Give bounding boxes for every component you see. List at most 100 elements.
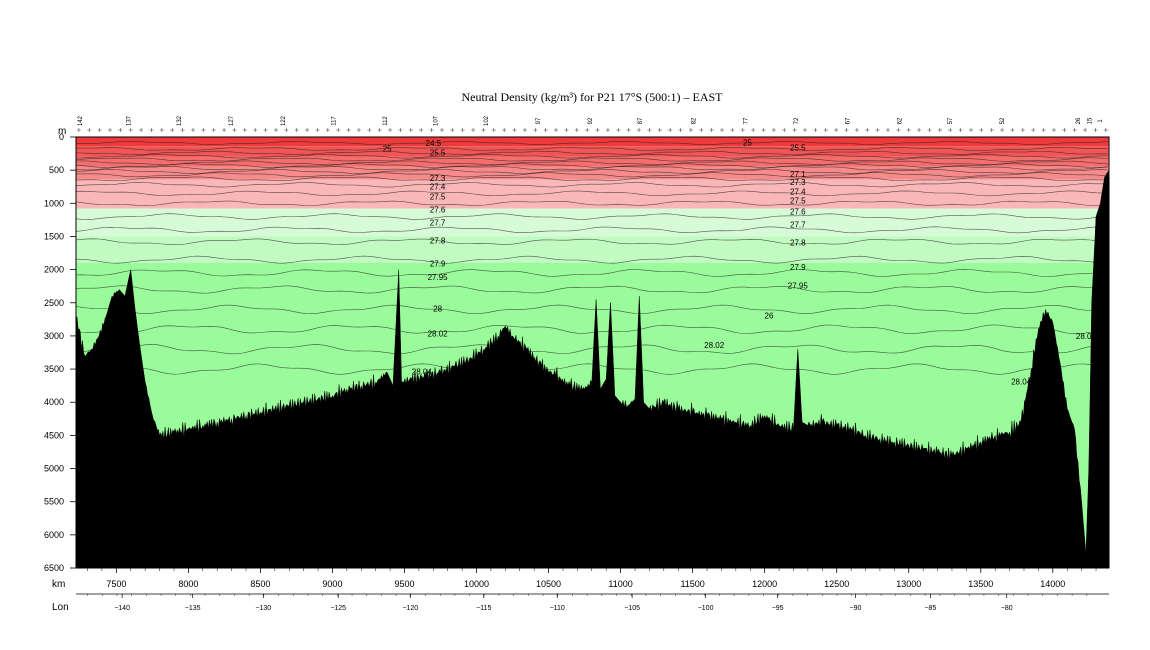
station-label: 15 [1088, 117, 1094, 124]
contour-line [76, 150, 1108, 156]
km-tick-label: 7500 [106, 579, 126, 589]
km-tick-label: 13000 [896, 579, 921, 589]
contour-label: 27.8 [790, 238, 806, 247]
contour-line [76, 140, 1108, 145]
lon-axis-label: Lon [52, 602, 69, 613]
station-label: 92 [588, 117, 594, 124]
contour-line [76, 344, 1108, 355]
contour-label: 27.95 [788, 282, 809, 291]
depth-tick-label: 5500 [44, 497, 64, 507]
chart-title: Neutral Density (kg/m³) for P21 17°S (50… [461, 90, 723, 104]
contour-label: 28.04 [412, 368, 433, 377]
contour-line [76, 160, 1108, 166]
station-label: 87 [638, 117, 644, 124]
km-axis-label: km [52, 579, 65, 590]
density-band [76, 179, 1109, 209]
lon-axis: −140 −135 −130 −125 −120 −115 −110 −105 −100 −95 −… [87, 594, 1088, 612]
station-label: 112 [383, 116, 389, 126]
km-tick-label: 8000 [178, 579, 198, 589]
contour-label: 27.4 [790, 187, 806, 196]
station-label: 1 [1098, 119, 1104, 123]
lon-tick-label: −120 [402, 605, 418, 612]
km-tick-label: 9000 [322, 579, 342, 589]
depth-tick-label: 2000 [44, 265, 64, 275]
contour-label: 27.7 [430, 219, 446, 228]
contour-line [76, 146, 1108, 151]
contour-line [76, 157, 1108, 162]
km-tick-label: 12500 [824, 579, 849, 589]
contour-line [76, 304, 1108, 315]
station-label: 67 [846, 117, 852, 124]
lon-tick-label: −90 [849, 605, 861, 612]
station-label: 127 [229, 115, 235, 126]
lon-tick-label: −85 [924, 605, 936, 612]
km-tick-label: 12000 [752, 579, 777, 589]
density-band [76, 146, 1109, 157]
contour-line [76, 255, 1108, 264]
station-label: 77 [743, 117, 749, 124]
lon-tick-label: −125 [330, 605, 346, 612]
lon-tick-label: −140 [114, 605, 130, 612]
contour-label: 28.02 [1076, 332, 1097, 341]
station-label: 122 [281, 115, 287, 126]
watermark-line3: ATLAS [114, 544, 131, 550]
depth-axis: 0 500 1000 1500 2000 2500 3000 3500 4000 4500 5000… [44, 132, 76, 573]
station-label: 57 [948, 117, 954, 124]
contour-label: 25.5 [790, 144, 806, 153]
station-label: 26 [1076, 117, 1082, 124]
km-tick-label: 13500 [968, 579, 993, 589]
station-label: 72 [794, 117, 800, 124]
depth-tick-label: 500 [49, 165, 64, 175]
plot-area: 24.525 25.527.327.427.527.627.727.827.927… [76, 137, 1109, 568]
contour-line [76, 166, 1108, 171]
station-label: 107 [434, 115, 440, 126]
contour-line [76, 200, 1108, 206]
contour-label: 28 [433, 305, 442, 314]
station-label: 102 [484, 115, 490, 126]
contour-label: 27.6 [430, 205, 446, 214]
contour-line [76, 285, 1108, 294]
depth-tick-label: 2500 [44, 298, 64, 308]
lon-tick-label: −95 [772, 605, 784, 612]
contour-label: 27.5 [430, 193, 446, 202]
lon-tick-label: −80 [1001, 605, 1013, 612]
depth-tick-label: 3500 [44, 364, 64, 374]
depth-tick-label: 3000 [44, 331, 64, 341]
contour-line [76, 268, 1108, 277]
km-tick-label: 14000 [1040, 579, 1065, 589]
depth-tick-label: 4500 [44, 430, 64, 440]
plot-frame [75, 136, 1110, 569]
depth-tick-label: 4000 [44, 397, 64, 407]
contour-labels: 24.525 25.527.327.427.527.627.727.827.927… [383, 138, 1097, 386]
density-band [76, 166, 1109, 180]
seafloor-bathymetry [76, 169, 1109, 568]
km-tick-label: 10500 [536, 579, 561, 589]
depth-tick-label: 6500 [44, 563, 64, 573]
contour-line [76, 190, 1108, 197]
contour-label: 26 [765, 311, 774, 320]
contour-label: 28.02 [428, 329, 449, 338]
km-tick-label: 11500 [680, 579, 704, 589]
depth-tick-label: 6000 [44, 530, 64, 540]
station-label: 52 [1000, 117, 1006, 124]
station-label: 142 [78, 115, 84, 126]
density-contours [76, 140, 1108, 375]
contour-line [76, 176, 1108, 182]
contour-label: 27.7 [790, 221, 806, 230]
station-label: 137 [127, 115, 133, 126]
depth-tick-label: 0 [59, 132, 64, 142]
contour-label: 27.3 [430, 174, 446, 183]
lon-tick-label: −115 [476, 605, 491, 612]
contour-line [76, 182, 1108, 188]
contour-line [76, 363, 1108, 375]
km-tick-label: 10000 [464, 579, 489, 589]
woce-watermark: WOCE HYDROGRAPHIC ATLAS Computer Generat… [84, 527, 159, 560]
contour-line [76, 153, 1108, 159]
contour-line [76, 238, 1108, 246]
station-label: 82 [692, 117, 698, 124]
contour-label: 27.6 [790, 207, 806, 216]
watermark-line4: Computer Generated [84, 551, 159, 560]
contour-label: 24.5 [426, 139, 442, 148]
density-band [76, 236, 1109, 263]
watermark-line2: HYDROGRAPHIC [101, 535, 143, 541]
